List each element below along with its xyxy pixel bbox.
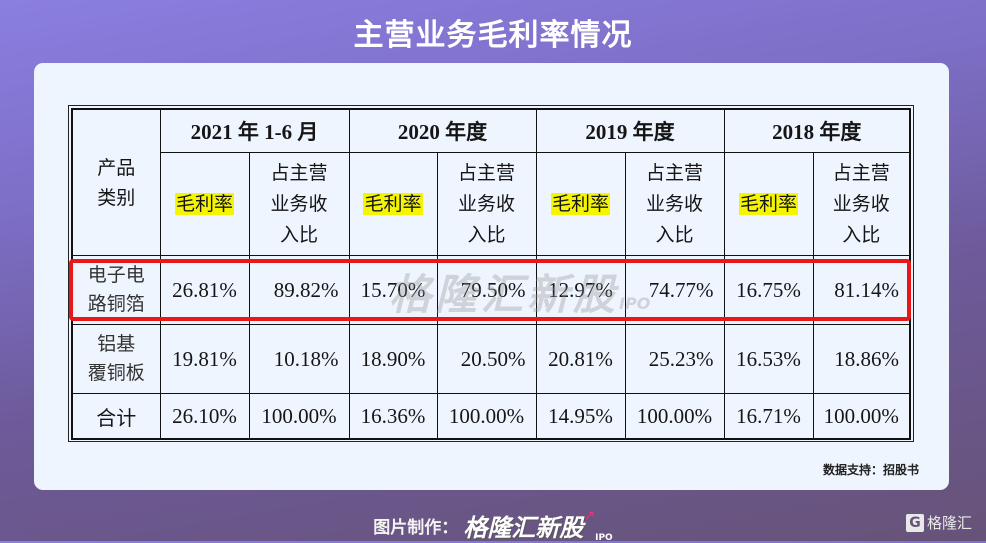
share-line: 业务收 [832,192,890,215]
cell-gross-margin: 16.36% [348,393,438,440]
gross-margin-header: 毛利率 [348,152,438,256]
cell-revenue-share: 100.00% [812,393,911,440]
row-label-line: 路铜箔 [87,293,145,315]
cell-gross-margin: 16.53% [723,324,814,394]
cell-gross-margin: 16.71% [723,393,814,440]
gross-margin-label: 毛利率 [174,192,234,215]
share-line: 入比 [842,223,881,246]
table-row-total: 合计 26.10% 100.00% 16.36% 100.00% 14.95% … [71,393,911,440]
share-line: 占主营 [270,161,328,184]
category-header-line: 类别 [97,186,136,209]
revenue-share-header: 占主营 业务收 入比 [248,152,350,256]
cell-gross-margin: 12.97% [535,255,626,325]
period-header: 2021 年 1-6 月 [159,108,350,153]
share-line: 占主营 [457,161,515,184]
cell-revenue-share: 10.18% [248,324,350,394]
row-label-line: 覆铜板 [87,362,145,384]
credit-label: 图片制作： [373,518,459,538]
trend-arrow-icon: ↗ [583,508,596,524]
table-frame: 产品 类别 2021 年 1-6 月 2020 年度 2019 年度 2018 … [68,105,914,442]
share-line: 入比 [655,223,694,246]
page-title: 主营业务毛利率情况 [353,18,633,53]
share-line: 占主营 [832,161,890,184]
gross-margin-label: 毛利率 [550,192,610,215]
cell-gross-margin: 16.75% [723,255,814,325]
data-source: 数据支持：招股书 [822,463,919,477]
logo: G 格隆汇 [905,512,972,533]
cell-revenue-share: 18.86% [812,324,911,394]
cell-gross-margin: 18.90% [348,324,438,394]
gross-margin-header: 毛利率 [723,152,814,256]
row-label-line: 铝基 [97,333,136,355]
share-line: 业务收 [270,192,328,215]
gross-margin-label: 毛利率 [363,192,423,215]
header-row-periods: 产品 类别 2021 年 1-6 月 2020 年度 2019 年度 2018 … [71,108,911,256]
cell-gross-margin: 26.10% [159,393,250,440]
category-header-line: 产品 [97,156,136,179]
period-header: 2020 年度 [348,108,537,153]
cell-revenue-share: 89.82% [248,255,350,325]
brand-suffix: IPO [595,533,613,543]
cell-revenue-share: 100.00% [624,393,725,440]
gross-margin-table: 产品 类别 2021 年 1-6 月 2020 年度 2019 年度 2018 … [71,108,911,440]
category-header: 产品 类别 [71,108,161,256]
cell-revenue-share: 81.14% [812,255,911,325]
gross-margin-header: 毛利率 [535,152,626,256]
row-label-line: 电子电 [87,264,145,286]
cell-revenue-share: 79.50% [436,255,537,325]
cell-revenue-share: 100.00% [436,393,537,440]
gross-margin-label: 毛利率 [738,192,798,215]
period-header: 2019 年度 [535,108,725,153]
header-row-metrics: 毛利率 占主营业务收入比 毛利率 占主营业务收入比 毛利率 占主营业务收入比 毛… [72,152,911,256]
revenue-share-header: 占主营 业务收 入比 [812,152,911,256]
logo-text: 格隆汇 [926,514,972,532]
period-header: 2018 年度 [723,108,911,153]
cell-revenue-share: 25.23% [624,324,725,394]
cell-gross-margin: 26.81% [159,255,250,325]
content-card: 产品 类别 2021 年 1-6 月 2020 年度 2019 年度 2018 … [34,63,949,490]
table-row-copper-foil: 电子电路铜箔 26.81% 89.82% 15.70% 79.50% 12.97… [71,255,911,325]
cell-gross-margin: 19.81% [159,324,250,394]
cell-gross-margin: 15.70% [348,255,438,325]
share-line: 占主营 [645,161,703,184]
table-row-aluminum-ccl: 铝基覆铜板 19.81% 10.18% 18.90% 20.50% 20.81%… [71,324,911,394]
cell-revenue-share: 100.00% [248,393,350,440]
cell-revenue-share: 20.50% [436,324,537,394]
cell-gross-margin: 20.81% [535,324,626,394]
share-line: 业务收 [457,192,515,215]
logo-g-icon: G [905,513,924,532]
revenue-share-header: 占主营 业务收 入比 [436,152,537,256]
row-label: 铝基 覆铜板 [71,324,161,394]
row-label: 电子电 路铜箔 [71,255,161,325]
share-line: 业务收 [645,192,703,215]
cell-gross-margin: 14.95% [535,393,626,440]
share-line: 入比 [279,223,318,246]
cell-revenue-share: 74.77% [624,255,725,325]
footer-credit: 图片制作： 格隆汇新股↗ IPO [0,508,986,543]
revenue-share-header: 占主营 业务收 入比 [624,152,725,256]
brand-name: 格隆汇新股 [463,514,584,542]
gross-margin-header: 毛利率 [159,152,250,256]
row-label: 合计 [71,393,161,440]
share-line: 入比 [467,223,506,246]
